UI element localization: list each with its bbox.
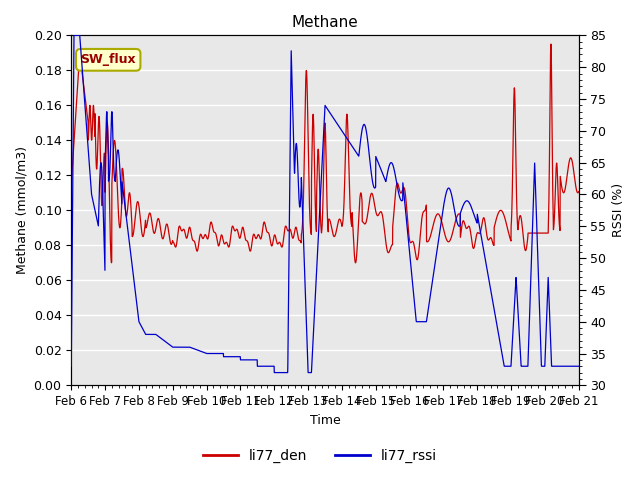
Text: SW_flux: SW_flux xyxy=(81,53,136,66)
Legend: li77_den, li77_rssi: li77_den, li77_rssi xyxy=(198,443,442,468)
Y-axis label: Methane (mmol/m3): Methane (mmol/m3) xyxy=(15,146,28,275)
Title: Methane: Methane xyxy=(292,15,358,30)
X-axis label: Time: Time xyxy=(310,414,340,427)
Y-axis label: RSSI (%): RSSI (%) xyxy=(612,183,625,238)
